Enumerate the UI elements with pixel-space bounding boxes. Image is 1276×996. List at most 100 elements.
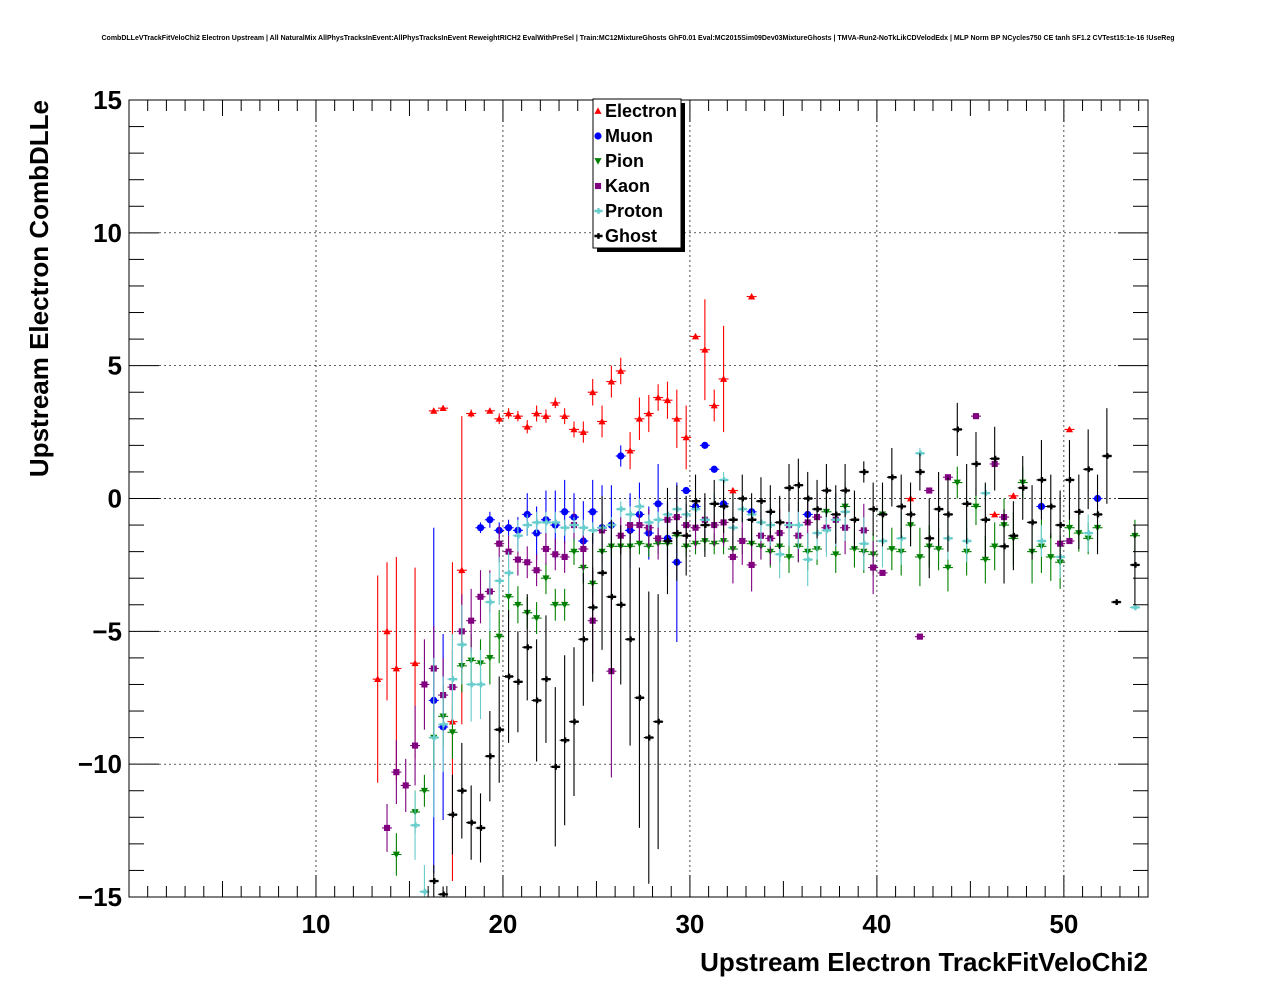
electron-point xyxy=(383,627,391,635)
pion-point xyxy=(551,601,559,609)
electron-point xyxy=(626,447,634,454)
ghost-point xyxy=(551,763,560,770)
proton-point xyxy=(860,540,869,547)
ghost-point xyxy=(626,636,635,643)
pion-point xyxy=(448,729,457,736)
electron-point xyxy=(514,412,522,420)
muon-point xyxy=(561,508,569,516)
series-proton xyxy=(410,448,1140,897)
proton-point xyxy=(467,681,476,688)
ghost-point xyxy=(1000,543,1009,550)
ghost-point xyxy=(906,511,916,518)
electron-point xyxy=(635,415,644,422)
proton-point xyxy=(1084,530,1093,536)
pion-point xyxy=(850,546,859,553)
electron-point xyxy=(542,412,550,420)
ghost-point xyxy=(570,718,579,725)
legend-label-electron: Electron xyxy=(605,101,677,121)
proton-point xyxy=(486,599,495,605)
ghost-point xyxy=(645,734,654,741)
series-kaon xyxy=(382,413,1075,852)
proton-point xyxy=(635,503,644,510)
legend-label-ghost: Ghost xyxy=(605,226,657,246)
electron-point xyxy=(495,415,503,422)
proton-point xyxy=(504,570,514,576)
proton-point xyxy=(439,721,448,728)
ghost-point xyxy=(458,787,467,794)
ghost-point xyxy=(981,516,990,523)
proton-point xyxy=(458,641,467,648)
y-tick-label: 0 xyxy=(108,484,122,514)
electron-point xyxy=(663,396,672,404)
electron-point xyxy=(439,404,447,412)
proton-point xyxy=(822,527,831,534)
series-muon xyxy=(428,441,1103,874)
ghost-point xyxy=(925,535,934,542)
kaon-point xyxy=(879,569,886,576)
kaon-point xyxy=(748,561,755,568)
electron-point xyxy=(748,292,756,300)
kaon-point xyxy=(926,487,933,494)
electron-point xyxy=(673,415,681,422)
legend-entry-kaon: Kaon xyxy=(594,176,650,196)
electron-point xyxy=(645,409,653,417)
ghost-point xyxy=(972,461,981,467)
electron-point xyxy=(467,409,475,417)
ghost-point xyxy=(495,726,504,733)
ghost-point xyxy=(654,718,663,725)
ghost-point xyxy=(523,644,532,651)
ghost-point xyxy=(888,474,897,481)
ghost-point xyxy=(738,495,747,502)
ghost-point xyxy=(757,498,766,505)
electron-point xyxy=(598,417,606,425)
x-tick-label: 30 xyxy=(675,909,704,939)
proton-point xyxy=(420,888,429,895)
ghost-point xyxy=(542,676,551,683)
kaon-point xyxy=(552,551,559,558)
pion-point xyxy=(533,615,541,622)
ghost-point xyxy=(1131,562,1140,568)
ghost-point xyxy=(804,495,813,502)
kaon-point xyxy=(496,540,503,547)
electron-point xyxy=(486,407,494,414)
ghost-point xyxy=(850,516,860,523)
kaon-point xyxy=(412,742,419,749)
legend-marker-electron xyxy=(594,107,602,114)
ghost-point xyxy=(1009,532,1018,539)
ghost-point xyxy=(1093,511,1103,518)
legend-marker-kaon xyxy=(594,182,602,190)
ghost-point xyxy=(776,519,785,526)
proton-point xyxy=(411,822,420,829)
ghost-point xyxy=(794,482,803,489)
electron-point xyxy=(411,659,419,667)
ghost-point xyxy=(963,500,972,507)
electron-point xyxy=(701,346,709,353)
series-ghost xyxy=(428,402,1140,898)
ghost-point xyxy=(710,500,719,507)
ghost-point xyxy=(822,487,831,494)
pion-point xyxy=(944,564,952,572)
proton-point xyxy=(617,506,626,513)
ghost-point xyxy=(766,508,775,515)
x-tick-label: 50 xyxy=(1049,909,1078,939)
proton-point xyxy=(897,535,906,542)
y-axis-title: Upstream Electron CombDLLe xyxy=(24,100,54,477)
chart-title: CombDLLeVTrackFitVeloChi2 Electron Upstr… xyxy=(101,35,1175,42)
proton-point xyxy=(645,519,654,526)
pion-point xyxy=(495,633,503,641)
ghost-point xyxy=(1065,477,1075,483)
ghost-point xyxy=(486,753,495,760)
kaon-point xyxy=(627,522,634,529)
ghost-point xyxy=(1075,508,1084,515)
pion-point xyxy=(542,575,550,582)
proton-point xyxy=(523,522,532,528)
muon-point xyxy=(589,508,597,516)
legend-label-muon: Muon xyxy=(605,126,653,146)
electron-point xyxy=(991,510,999,518)
kaon-point xyxy=(636,522,643,529)
electron-point xyxy=(589,388,597,396)
proton-point xyxy=(430,734,439,741)
proton-point xyxy=(776,551,785,558)
ghost-point xyxy=(1112,599,1121,605)
